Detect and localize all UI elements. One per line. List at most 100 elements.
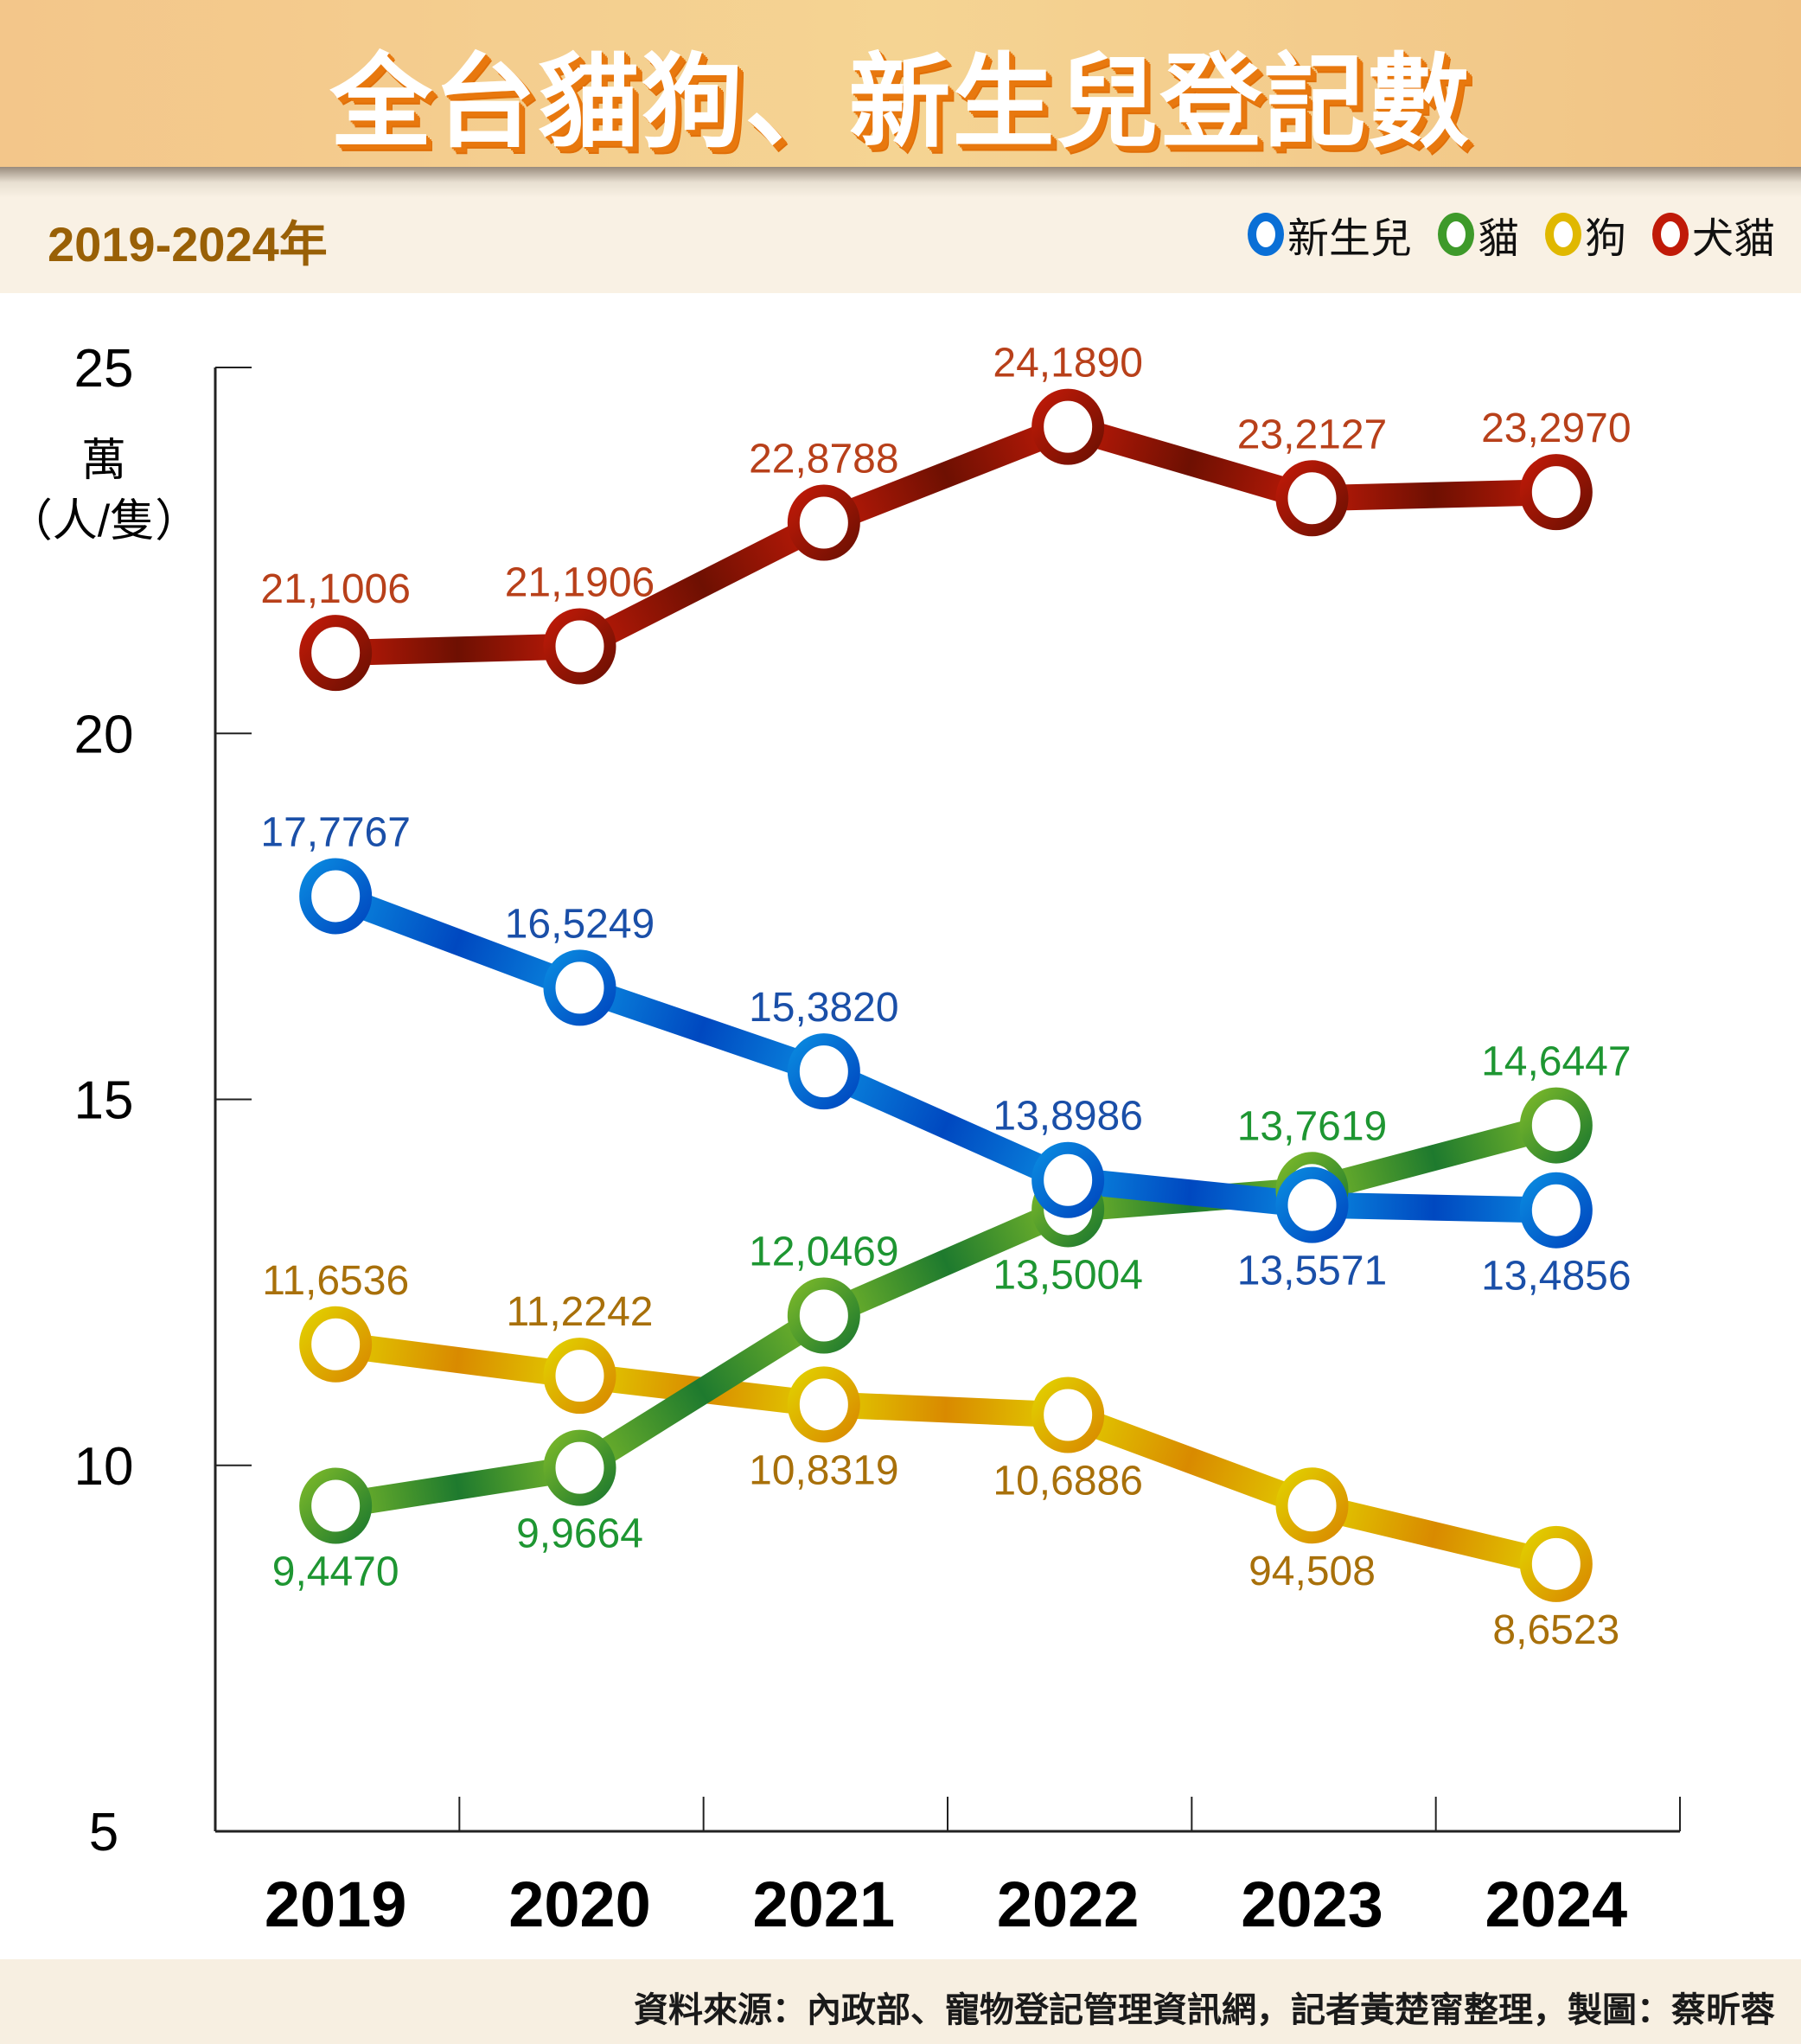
ring-marker-icon bbox=[1651, 213, 1689, 256]
data-label-newborns: 16,5249 bbox=[505, 901, 655, 947]
series-lines bbox=[330, 414, 1560, 1577]
data-label-dogs_cats: 21,1006 bbox=[260, 566, 411, 612]
x-tick-label: 2024 bbox=[1485, 1868, 1628, 1940]
y-axis-unit-line2: （人/隻） bbox=[8, 496, 200, 546]
data-label-dogs: 11,6536 bbox=[262, 1258, 409, 1304]
header-shadow bbox=[0, 167, 1801, 198]
chart-title: 全台貓狗、新生兒登記數 bbox=[329, 42, 1472, 162]
series-line-segment-dogs bbox=[823, 1391, 1069, 1428]
data-point-dogs bbox=[1031, 1377, 1105, 1453]
data-point-newborns bbox=[299, 858, 373, 935]
legend-item-dogs-cats: 犬貓 bbox=[1651, 204, 1775, 265]
data-point-dogs bbox=[299, 1306, 373, 1383]
data-point-dogs bbox=[543, 1338, 616, 1415]
data-point-newborns bbox=[1031, 1141, 1105, 1218]
data-point-newborns bbox=[1519, 1172, 1593, 1249]
series-line-segment-dogs_cats bbox=[819, 414, 1073, 535]
chart-subtitle: 2019-2024年 bbox=[48, 217, 328, 271]
data-label-cats: 12,0469 bbox=[749, 1229, 899, 1274]
x-tick-label: 2023 bbox=[1241, 1868, 1383, 1940]
legend-item-cats: 貓 bbox=[1437, 204, 1519, 265]
legend-item-newborns: 新生兒 bbox=[1247, 204, 1412, 265]
data-label-newborns: 13,5571 bbox=[1237, 1249, 1388, 1294]
data-point-cats bbox=[299, 1467, 373, 1544]
source-credit: 資料來源：內政部、寵物登記管理資訊網，記者黃楚甯整理，製圖：蔡昕蓉 bbox=[634, 1991, 1775, 2029]
data-point-dogs_cats bbox=[299, 615, 373, 692]
ring-marker-icon bbox=[1247, 213, 1284, 256]
y-axis-unit-line1: 萬 bbox=[81, 436, 126, 486]
data-label-newborns: 15,3820 bbox=[749, 985, 899, 1031]
series-line-segment-newborns bbox=[330, 884, 584, 1000]
data-label-dogs_cats: 23,2970 bbox=[1481, 406, 1632, 451]
data-label-cats: 14,6447 bbox=[1481, 1039, 1632, 1085]
legend-label: 狗 bbox=[1584, 216, 1626, 262]
series-line-segment-cats bbox=[333, 1454, 582, 1519]
data-point-newborns bbox=[543, 949, 616, 1026]
data-label-cats: 9,9664 bbox=[516, 1511, 643, 1557]
y-tick-label: 15 bbox=[74, 1071, 134, 1131]
y-tick-label: 10 bbox=[74, 1437, 134, 1497]
data-point-dogs_cats bbox=[1519, 454, 1593, 531]
data-point-dogs_cats bbox=[1275, 460, 1349, 537]
series-markers bbox=[299, 388, 1593, 1602]
data-label-cats: 13,7619 bbox=[1237, 1103, 1388, 1149]
data-point-cats bbox=[543, 1429, 616, 1506]
data-label-dogs_cats: 24,1890 bbox=[993, 341, 1143, 386]
legend-label: 貓 bbox=[1477, 216, 1519, 262]
series-line-segment-dogs bbox=[1063, 1402, 1317, 1518]
series-line-segment-newborns bbox=[1312, 1191, 1557, 1223]
data-label-newborns: 13,4856 bbox=[1481, 1254, 1632, 1300]
series-line-segment-cats bbox=[1308, 1113, 1560, 1203]
series-line-segment-dogs_cats bbox=[335, 633, 580, 667]
series-line-segment-newborns bbox=[575, 975, 828, 1084]
data-point-dogs_cats bbox=[787, 484, 860, 561]
data-point-dogs bbox=[1275, 1467, 1349, 1544]
legend-item-dogs: 狗 bbox=[1544, 204, 1626, 265]
data-label-cats: 13,5004 bbox=[993, 1252, 1143, 1298]
data-label-dogs: 8,6523 bbox=[1492, 1607, 1619, 1653]
data-point-cats bbox=[1519, 1087, 1593, 1164]
data-point-dogs bbox=[1519, 1525, 1593, 1602]
x-tick-label: 2022 bbox=[997, 1868, 1140, 1940]
y-axis-labels: 萬 （人/隻） 5 10 15 20 25 bbox=[8, 339, 200, 1862]
data-label-newborns: 13,8986 bbox=[993, 1094, 1143, 1140]
x-tick-label: 2019 bbox=[265, 1868, 407, 1940]
data-labels: 11,6536 11,2242 10,8319 10,6886 94,508 8,6523… bbox=[260, 341, 1631, 1653]
data-label-dogs: 94,508 bbox=[1249, 1549, 1376, 1594]
data-point-dogs bbox=[787, 1366, 860, 1443]
data-label-newborns: 17,7767 bbox=[260, 809, 411, 855]
data-point-newborns bbox=[1275, 1166, 1349, 1243]
series-line-segment-dogs bbox=[334, 1331, 582, 1389]
header-banner: 全台貓狗、新生兒登記數 bbox=[0, 0, 1801, 167]
y-tick-label: 25 bbox=[74, 339, 134, 399]
data-label-dogs_cats: 21,1906 bbox=[505, 559, 655, 605]
legend: 新生兒 貓 狗 犬貓 bbox=[1247, 204, 1775, 265]
series-line-segment-dogs_cats bbox=[1063, 414, 1316, 511]
data-label-dogs: 10,8319 bbox=[749, 1447, 899, 1493]
footer-band: 資料來源：內政部、寵物登記管理資訊網，記者黃楚甯整理，製圖：蔡昕蓉 bbox=[0, 1959, 1801, 2044]
data-label-cats: 9,4470 bbox=[272, 1549, 399, 1595]
data-point-newborns bbox=[787, 1033, 860, 1110]
legend-label: 新生兒 bbox=[1287, 216, 1412, 262]
ring-marker-icon bbox=[1544, 213, 1581, 256]
x-axis-labels: 2019 2020 2021 2022 2023 2024 bbox=[265, 1868, 1627, 1940]
series-line-segment-dogs bbox=[1309, 1492, 1560, 1577]
x-tick-label: 2021 bbox=[753, 1868, 896, 1940]
data-label-dogs: 11,2242 bbox=[507, 1289, 654, 1335]
series-line-segment-newborns bbox=[1066, 1166, 1314, 1218]
data-point-dogs_cats bbox=[1031, 388, 1105, 465]
series-line-segment-dogs_cats bbox=[1312, 479, 1557, 512]
legend-label: 犬貓 bbox=[1691, 216, 1775, 262]
series-line-segment-dogs_cats bbox=[573, 511, 830, 658]
data-point-cats bbox=[787, 1277, 860, 1354]
ring-marker-icon bbox=[1437, 213, 1474, 256]
series-line-segment-cats bbox=[818, 1197, 1074, 1328]
y-tick-label: 5 bbox=[89, 1803, 118, 1862]
axes bbox=[214, 367, 1681, 1833]
x-tick-label: 2020 bbox=[508, 1868, 651, 1940]
data-point-dogs_cats bbox=[543, 608, 616, 685]
data-label-dogs_cats: 23,2127 bbox=[1237, 412, 1388, 457]
data-label-dogs_cats: 22,8788 bbox=[749, 437, 899, 482]
series-line-segment-newborns bbox=[818, 1059, 1074, 1192]
